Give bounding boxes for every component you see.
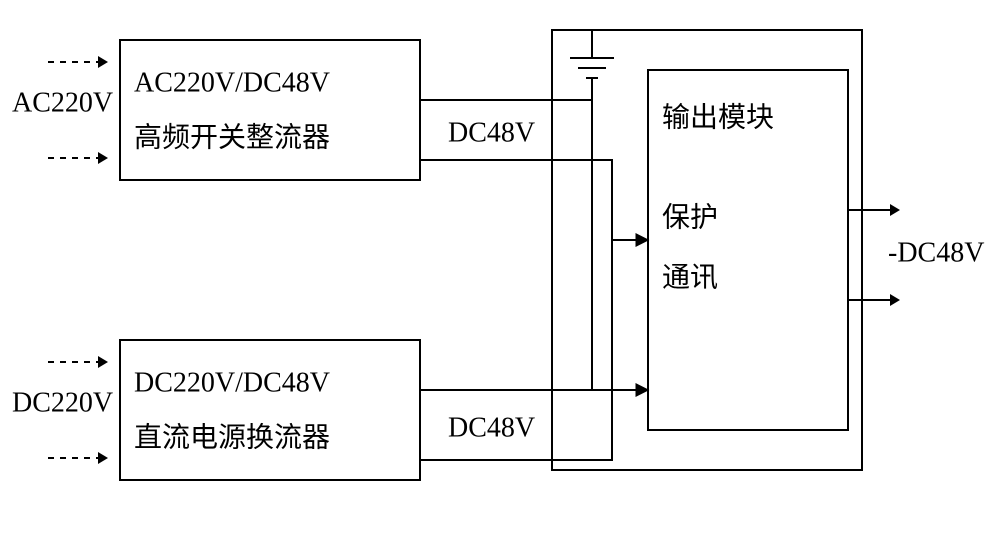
io-label-in_ac: AC220V [12, 87, 113, 118]
module-label: 保护 [662, 201, 718, 233]
module-label: 输出模块 [662, 101, 774, 133]
module-label: 通讯 [662, 262, 718, 293]
io-label-out: -DC48V [888, 237, 984, 268]
rectifier-label: AC220V/DC48V [134, 67, 330, 98]
wire-rect-bot [420, 160, 648, 240]
block-diagram: AC220V/DC48V 高频开关整流器 DC220V/DC48V 直流电源换流器 输出… [0, 0, 1000, 540]
io-label-in_dc: DC220V [12, 387, 113, 418]
converter-label: DC220V/DC48V [134, 367, 330, 398]
converter-box [120, 340, 420, 480]
rectifier-box [120, 40, 420, 180]
io-label-mid1: DC48V [448, 117, 535, 148]
rectifier-label: 高频开关整流器 [134, 121, 330, 153]
converter-label: 直流电源换流器 [134, 421, 330, 453]
io-label-mid2: DC48V [448, 412, 535, 443]
module-outer-box [552, 30, 862, 470]
